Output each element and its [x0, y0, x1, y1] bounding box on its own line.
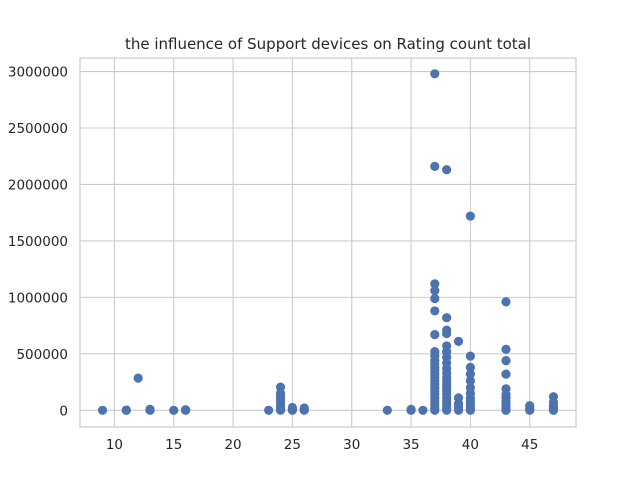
data-point: [442, 341, 452, 351]
data-point: [406, 404, 416, 414]
data-point: [430, 346, 440, 357]
points-layer: [97, 69, 559, 415]
data-point: [501, 356, 511, 366]
x-tick-label: 35: [402, 437, 419, 453]
data-point: [275, 382, 286, 392]
data-point: [299, 403, 309, 413]
data-point: [264, 405, 274, 415]
y-tick-label: 0: [59, 403, 68, 419]
data-point: [453, 336, 464, 347]
data-point: [525, 401, 535, 411]
data-point: [145, 404, 155, 414]
x-tick-label: 10: [106, 437, 123, 453]
x-tick-label: 30: [343, 437, 360, 453]
data-point: [430, 306, 440, 316]
x-tick-label: 25: [284, 437, 301, 453]
y-tick-label: 1000000: [8, 290, 68, 306]
x-tick-label: 15: [165, 437, 182, 453]
y-axis-ticks: 0 500000 1000000 1500000 2000000 2500000 30000…: [8, 65, 68, 420]
x-tick-label: 40: [462, 437, 479, 453]
data-point: [465, 383, 475, 393]
data-point: [501, 344, 511, 354]
data-point: [181, 405, 191, 415]
data-point: [287, 402, 298, 413]
data-point: [465, 369, 475, 379]
chart-title: the influence of Support devices on Rati…: [125, 35, 531, 53]
data-point: [442, 325, 452, 335]
data-point: [133, 373, 143, 383]
data-point: [548, 392, 559, 402]
data-point: [418, 405, 428, 415]
y-tick-label: 500000: [16, 347, 68, 363]
data-point: [501, 384, 511, 394]
data-point: [121, 405, 131, 415]
grid-layer: [80, 58, 576, 427]
data-point: [501, 297, 511, 307]
x-axis-ticks: 10 15 20 25 30 35 40 45: [106, 437, 538, 453]
data-point: [430, 286, 440, 296]
data-point: [430, 69, 440, 79]
data-point: [442, 313, 452, 323]
x-tick-label: 20: [224, 437, 241, 453]
data-point: [430, 161, 440, 171]
data-point: [382, 405, 392, 415]
y-tick-label: 3000000: [8, 65, 68, 81]
data-point: [465, 211, 475, 221]
y-tick-label: 2500000: [8, 121, 68, 137]
y-tick-label: 1500000: [8, 234, 68, 250]
x-tick-label: 45: [521, 437, 538, 453]
data-point: [501, 369, 511, 379]
data-point: [465, 351, 475, 361]
data-point: [430, 279, 440, 289]
data-point: [465, 376, 475, 386]
y-tick-label: 2000000: [8, 177, 68, 193]
data-point: [453, 393, 464, 403]
data-point: [442, 165, 452, 175]
plot-frame: [79, 57, 577, 428]
data-point: [430, 293, 440, 304]
data-point: [430, 330, 440, 340]
data-point: [97, 405, 108, 415]
data-point: [169, 405, 179, 415]
data-point: [465, 362, 475, 372]
